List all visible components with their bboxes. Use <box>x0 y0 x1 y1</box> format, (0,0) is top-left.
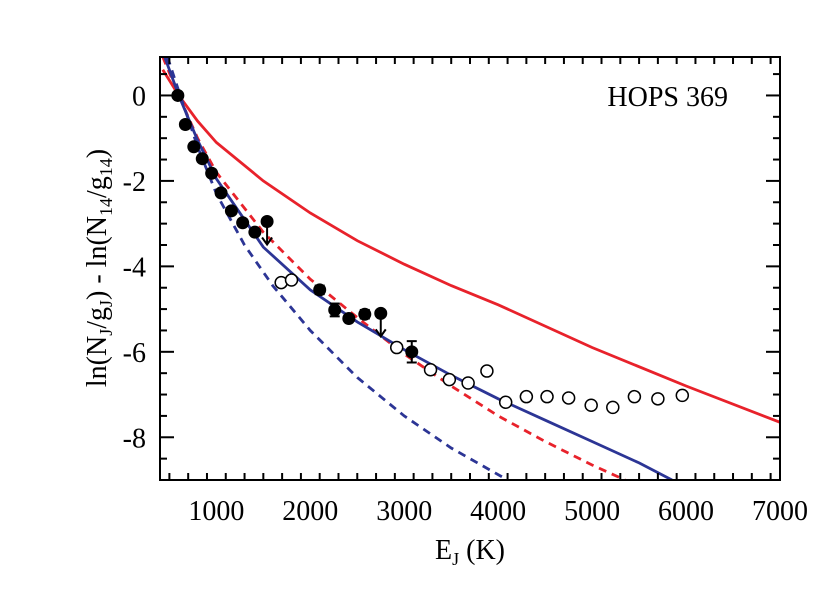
y-tick-label: 0 <box>132 81 146 112</box>
x-axis-ticks: 1000 2000 3000 4000 5000 6000 7000 <box>168 57 808 527</box>
model-curve-2 <box>161 57 626 480</box>
model-curve-4 <box>166 57 509 480</box>
filled-data-point <box>205 166 219 180</box>
open-data-point <box>584 398 598 412</box>
y-axis-ticks: 0 -2 -4 -6 -8 <box>123 73 780 481</box>
model-curves <box>161 57 780 480</box>
filled-data-point <box>178 118 192 132</box>
filled-data-point <box>236 216 250 230</box>
y-axis-title-p1: ln(N <box>82 336 113 387</box>
open-data-point <box>423 363 438 377</box>
y-axis-title-s3: 14 <box>96 198 116 216</box>
x-tick-label: 4000 <box>470 496 526 527</box>
x-tick-label: 7000 <box>752 496 808 527</box>
open-data-point <box>561 391 576 405</box>
open-data-point <box>675 388 690 403</box>
y-axis-title-s2: J <box>96 300 116 307</box>
model-curve-3 <box>163 57 673 480</box>
y-axis-title-p5: ) <box>82 149 113 158</box>
plot-frame <box>159 56 781 481</box>
open-data-point <box>498 395 513 409</box>
open-data-point <box>389 340 404 355</box>
upper-limit-arrow-head <box>374 328 387 339</box>
x-tick-label: 6000 <box>658 496 714 527</box>
y-tick-label: -6 <box>123 338 146 369</box>
filled-data-point <box>358 307 372 321</box>
x-axis-title-suffix: (K) <box>459 535 505 566</box>
y-axis-title-p3: ) - ln(N <box>82 216 113 300</box>
model-curve-1 <box>161 69 780 424</box>
open-data-point <box>442 372 457 387</box>
y-tick-label: -8 <box>123 423 146 454</box>
y-axis-title-s4: 14 <box>96 158 116 176</box>
open-data-point <box>519 389 534 404</box>
filled-data-point <box>328 303 342 317</box>
filled-data-point <box>313 283 327 297</box>
filled-data-point <box>248 225 262 239</box>
x-tick-label: 2000 <box>282 496 338 527</box>
data-points <box>171 88 690 415</box>
filled-data-point <box>342 311 356 325</box>
open-data-point <box>606 400 620 415</box>
y-axis-title-p4: /g <box>82 176 113 198</box>
filled-data-point <box>171 88 185 102</box>
filled-data-point <box>214 186 228 200</box>
x-tick-label: 1000 <box>188 496 244 527</box>
y-axis-title-s1: J <box>96 329 116 336</box>
x-axis-title-sub: J <box>452 549 459 569</box>
open-data-point <box>627 389 642 404</box>
y-tick-label: -2 <box>123 167 146 198</box>
filled-data-point <box>405 345 419 359</box>
open-data-point <box>540 389 554 404</box>
filled-data-point <box>195 152 209 166</box>
x-tick-label: 5000 <box>564 496 620 527</box>
y-axis-title: ln(NJ/gJ) - ln(N14/g14) <box>82 149 116 387</box>
open-data-point <box>461 376 475 390</box>
x-axis-title-main: E <box>435 535 452 566</box>
annotation-label: HOPS 369 <box>607 82 728 113</box>
y-tick-label: -4 <box>123 252 146 283</box>
open-data-point <box>651 392 665 406</box>
open-data-point <box>480 364 494 378</box>
x-axis-title: EJ (K) <box>435 535 505 569</box>
upper-limit-arrow-head <box>261 236 273 247</box>
open-data-point <box>284 273 299 287</box>
x-tick-label: 3000 <box>376 496 432 527</box>
y-axis-title-p2: /g <box>82 307 113 329</box>
filled-data-point <box>187 140 201 154</box>
filled-data-point <box>224 204 238 218</box>
